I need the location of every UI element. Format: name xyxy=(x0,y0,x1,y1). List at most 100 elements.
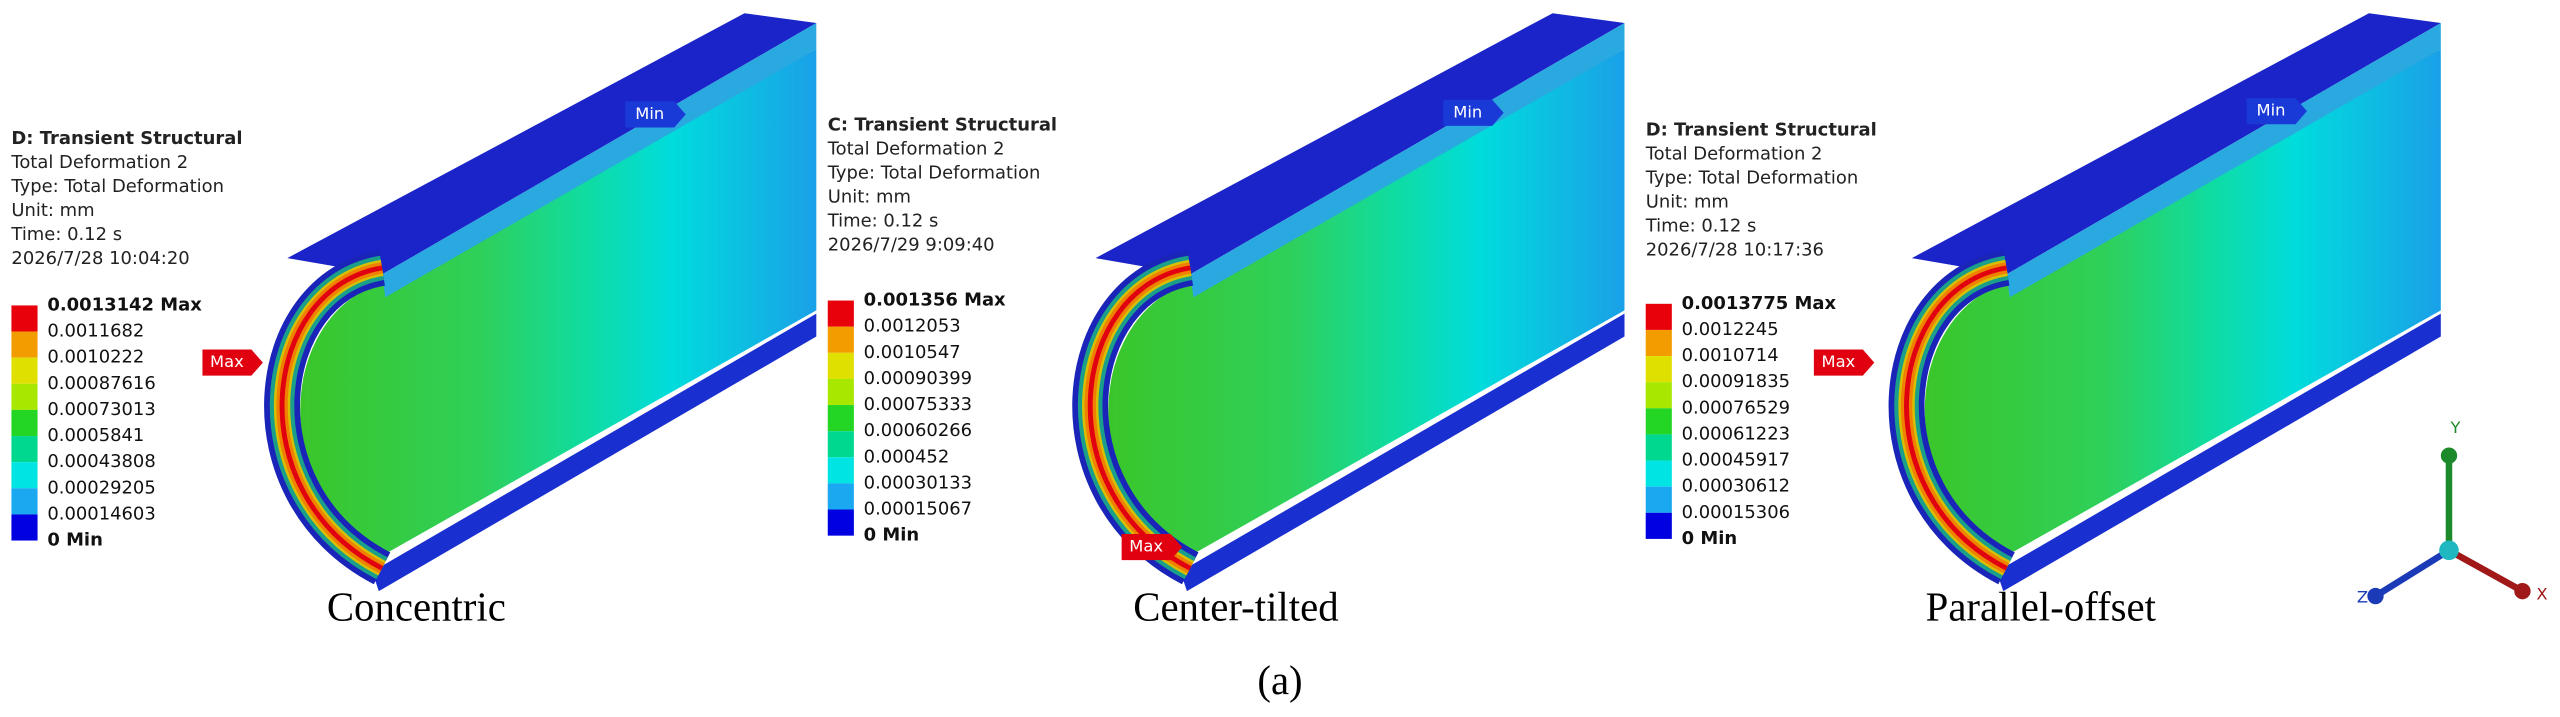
legend-swatch xyxy=(1645,512,1672,539)
tube-top-face xyxy=(1095,13,1625,275)
tag-label: Max xyxy=(1822,352,1856,371)
tag-shape xyxy=(625,101,686,128)
tube-top-edge xyxy=(1190,22,1625,298)
legend-swatch xyxy=(1645,408,1672,435)
tube-top-edge xyxy=(382,22,817,298)
caption: Parallel-offset xyxy=(1926,585,2157,630)
legend-label: 0 Min xyxy=(864,525,920,546)
model-render xyxy=(1072,13,1625,592)
legend-label: 0.0013142 Max xyxy=(47,294,202,315)
axis-head xyxy=(2440,447,2458,464)
legend-swatch xyxy=(11,514,38,541)
legend-label: 0.0005841 xyxy=(47,425,144,446)
legend-swatch xyxy=(11,488,38,515)
tube-front-ring xyxy=(1087,265,1192,571)
result-header: Total Deformation 2 xyxy=(10,152,188,173)
legend-swatch xyxy=(11,383,38,410)
tube-front-ring xyxy=(279,265,384,571)
axis-head xyxy=(2514,582,2531,600)
legend-label: 0.0013775 Max xyxy=(1682,293,1837,314)
legend-label: 0.00030612 xyxy=(1682,476,1790,497)
legend-swatch xyxy=(11,357,38,384)
legend-label: 0.0010547 xyxy=(864,342,961,363)
legend-label: 0.00014603 xyxy=(47,503,155,524)
tag-label: Max xyxy=(210,352,244,371)
axis-origin xyxy=(2439,540,2459,561)
axis-arrow xyxy=(2373,547,2451,599)
legend-swatch xyxy=(827,326,854,353)
legend-label: 0.00061223 xyxy=(1682,423,1790,444)
result-header: Time: 0.12 s xyxy=(827,211,939,232)
legend-label: 0.00073013 xyxy=(47,399,155,420)
probe-tag: Max xyxy=(1813,349,1875,376)
legend-label: 0.00015306 xyxy=(1682,502,1790,523)
tag-shape xyxy=(2246,98,2307,125)
legend-label: 0.0012053 xyxy=(864,316,961,337)
legend-swatch xyxy=(827,509,854,536)
legend-swatch xyxy=(827,378,854,406)
tube-bottom-plate xyxy=(1180,313,1625,592)
legend-swatch xyxy=(827,405,854,432)
probe-tag: Min xyxy=(625,101,686,128)
legend-swatch xyxy=(11,305,38,332)
probe-tag: Max xyxy=(1121,534,1183,561)
legend-label: 0.001356 Max xyxy=(864,290,1006,311)
tube-inner-surface xyxy=(1924,49,2441,552)
probe-tag: Min xyxy=(2246,98,2307,125)
tube-top-edge xyxy=(2006,22,2441,298)
tag-shape xyxy=(202,349,263,376)
result-header: D: Transient Structural xyxy=(11,128,242,149)
result-header: Unit: mm xyxy=(11,200,94,221)
tag-label: Min xyxy=(1453,102,1482,121)
tag-label: Min xyxy=(635,104,664,123)
legend-swatch xyxy=(1645,382,1672,409)
tag-shape xyxy=(1443,99,1504,126)
legend-swatch xyxy=(827,483,854,510)
result-header: 2026/7/29 9:09:40 xyxy=(828,235,995,256)
legend-swatch xyxy=(1645,329,1672,357)
legend-label: 0.0012245 xyxy=(1682,319,1779,340)
legend-label: 0.00090399 xyxy=(864,368,972,389)
legend-label: 0.0010222 xyxy=(47,347,144,368)
legend-swatch xyxy=(827,457,854,484)
tube-front-ring xyxy=(1904,265,2008,571)
result-header: D: Transient Structural xyxy=(1646,120,1877,141)
legend-label: 0.000452 xyxy=(864,446,950,467)
result-header: 2026/7/28 10:17:36 xyxy=(1646,240,1824,261)
tag-shape xyxy=(1121,534,1183,561)
result-header: Type: Total Deformation xyxy=(1645,168,1859,189)
result-header: Total Deformation 2 xyxy=(1645,144,1823,165)
legend-label: 0 Min xyxy=(1682,528,1738,549)
tube-bottom-plate xyxy=(372,313,817,592)
legend-label: 0.00045917 xyxy=(1682,450,1790,471)
legend-swatch xyxy=(827,352,854,379)
legend-label: 0.00075333 xyxy=(864,394,972,415)
legend-label: 0.00087616 xyxy=(47,373,155,394)
axis-arrow xyxy=(2447,547,2525,595)
result-header: C: Transient Structural xyxy=(828,115,1057,136)
model-render xyxy=(264,13,817,592)
caption: Center-tilted xyxy=(1133,585,1338,630)
legend-swatch xyxy=(1645,434,1672,461)
result-header: 2026/7/28 10:04:20 xyxy=(11,248,189,269)
tube-top-face xyxy=(1911,13,2441,275)
axis-label: X xyxy=(2536,584,2547,603)
tube-inner-surface xyxy=(300,49,817,552)
tube-inner-surface xyxy=(1108,49,1625,552)
legend-label: 0 Min xyxy=(47,530,102,551)
result-header: Total Deformation 2 xyxy=(827,139,1005,160)
result-header: Unit: mm xyxy=(1646,192,1729,213)
legend-swatch xyxy=(11,409,38,437)
result-header: Time: 0.12 s xyxy=(1645,216,1757,237)
legend-label: 0.00030133 xyxy=(864,472,972,493)
probe-tag: Max xyxy=(202,349,263,376)
legend-swatch xyxy=(827,300,854,327)
result-header: Time: 0.12 s xyxy=(10,224,122,245)
legend-swatch xyxy=(1645,486,1672,513)
result-header: Type: Total Deformation xyxy=(827,163,1041,184)
tag-label: Min xyxy=(2257,101,2286,120)
legend-label: 0.00076529 xyxy=(1682,397,1790,418)
caption: Concentric xyxy=(327,585,506,630)
legend-swatch xyxy=(1645,460,1672,487)
result-header: Unit: mm xyxy=(828,187,911,208)
